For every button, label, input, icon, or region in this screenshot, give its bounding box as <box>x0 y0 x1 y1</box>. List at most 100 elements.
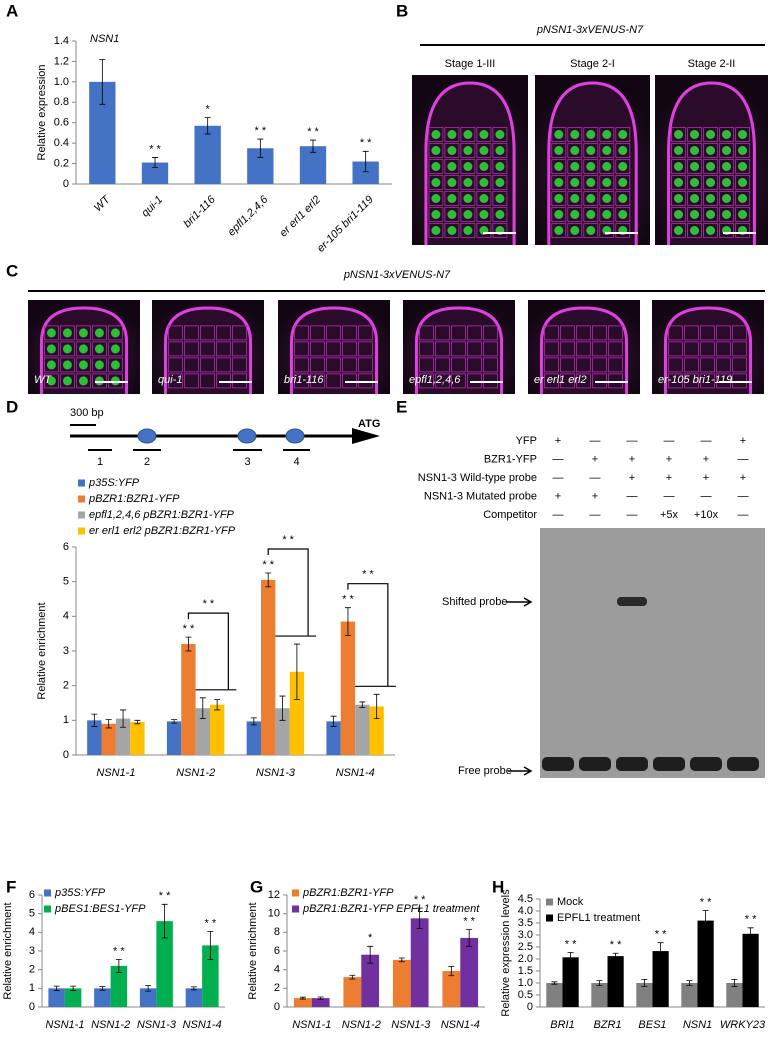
cell-wall <box>60 373 75 389</box>
cell-wall <box>232 357 247 373</box>
cell-wall <box>444 143 460 158</box>
bar <box>442 971 461 1007</box>
bar <box>355 704 370 755</box>
cell-wall <box>592 357 607 373</box>
cell-wall <box>551 127 567 142</box>
nucleus <box>570 178 580 187</box>
cell-wall <box>483 357 498 373</box>
y-tick-label: 5 <box>29 908 35 920</box>
band-label: Free probe <box>458 765 512 777</box>
cell-wall <box>719 143 734 158</box>
nucleus <box>447 146 457 155</box>
y-tick-label: 0.2 <box>54 157 69 169</box>
cell-wall <box>428 207 444 222</box>
nucleus <box>463 130 473 139</box>
bar <box>139 988 157 1007</box>
nucleus <box>738 194 748 203</box>
bar <box>115 718 131 755</box>
cell-wall <box>700 325 715 341</box>
x-tick-label: epfl1,2,4,6 <box>226 193 271 238</box>
bar <box>652 951 669 1007</box>
bar <box>636 983 653 1007</box>
cell-wall <box>76 357 91 373</box>
nucleus <box>690 162 700 171</box>
error-bar <box>686 980 693 986</box>
error-bar <box>257 138 264 158</box>
gel <box>540 528 765 778</box>
cell-wall <box>451 341 466 357</box>
cell-wall <box>735 191 750 206</box>
y-tick-label: 2.0 <box>518 953 533 965</box>
cell-wall <box>310 357 325 373</box>
cell-wall <box>200 341 215 357</box>
nucleus <box>674 210 684 219</box>
y-tick-label: 10 <box>268 908 280 920</box>
cell-wall <box>200 373 215 389</box>
nucleus <box>570 146 580 155</box>
free-probe-band <box>542 757 574 771</box>
cell-wall <box>60 325 75 341</box>
error-bar <box>190 986 197 991</box>
cell: + <box>592 453 598 465</box>
cell-wall <box>735 143 750 158</box>
error-bar <box>551 981 558 985</box>
significance-label: * * <box>342 594 354 606</box>
cell-wall <box>358 357 373 373</box>
legend-swatch <box>78 495 85 503</box>
cell-wall <box>460 207 476 222</box>
panel-label: G <box>250 877 263 896</box>
cell-wall <box>326 357 341 373</box>
nucleus <box>463 194 473 203</box>
image-label: WT <box>34 374 52 386</box>
cell-wall <box>76 373 91 389</box>
band-label: Shifted probe <box>442 596 507 608</box>
nucleus <box>479 162 489 171</box>
error-bar <box>330 715 337 727</box>
legend-swatch <box>78 527 85 535</box>
cell-wall <box>444 207 460 222</box>
y-axis-label: Relative expression levels <box>500 889 512 1017</box>
cell-wall <box>232 341 247 357</box>
cell: + <box>629 472 635 484</box>
x-tick-label: er-105 bri1-119 <box>315 194 376 255</box>
cell-wall <box>108 341 123 357</box>
panel-label: D <box>6 397 18 416</box>
cell-wall <box>419 341 434 357</box>
cell-wall <box>684 373 699 389</box>
nucleus <box>554 178 564 187</box>
error-bar <box>250 717 257 726</box>
y-tick-label: 1 <box>63 714 69 726</box>
nucleus <box>554 226 564 235</box>
nucleus <box>110 344 120 354</box>
nucleus <box>722 194 732 203</box>
nucleus <box>78 328 88 338</box>
bar <box>181 644 196 755</box>
cell-wall <box>576 341 591 357</box>
y-tick-label: 6 <box>63 541 69 553</box>
x-tick-label: NSN1-2 <box>91 1019 130 1031</box>
cell-wall <box>467 373 482 389</box>
error-bar <box>204 117 211 135</box>
nucleus <box>738 178 748 187</box>
cell: — <box>627 509 638 521</box>
cell-wall <box>583 175 599 190</box>
nucleus <box>431 178 441 187</box>
bar <box>361 954 380 1007</box>
nucleus <box>46 360 56 370</box>
nucleus <box>431 146 441 155</box>
nucleus <box>674 194 684 203</box>
nucleus <box>78 360 88 370</box>
bar <box>392 959 411 1007</box>
nucleus <box>110 376 120 386</box>
nucleus <box>690 226 700 235</box>
nucleus <box>431 130 441 139</box>
nucleus <box>554 210 564 219</box>
nucleus <box>463 162 473 171</box>
nucleus <box>586 210 596 219</box>
cell-wall <box>719 223 734 238</box>
error-bar <box>185 636 192 652</box>
cell-wall <box>703 191 718 206</box>
bar <box>697 920 714 1007</box>
legend-swatch <box>292 889 299 897</box>
nucleus <box>722 146 732 155</box>
